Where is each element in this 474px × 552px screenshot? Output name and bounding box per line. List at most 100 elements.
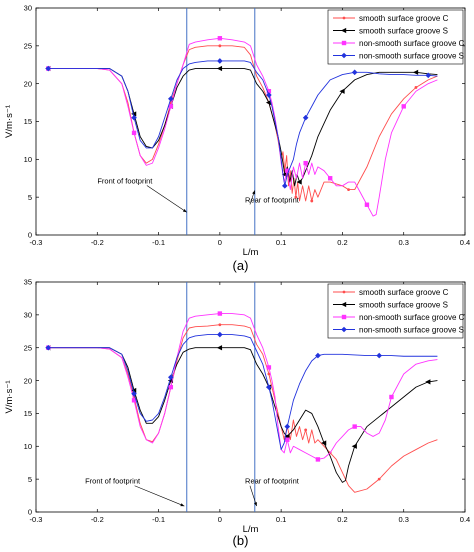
legend-marker	[342, 16, 346, 20]
x-axis-label: L/m	[243, 247, 259, 258]
data-point	[131, 398, 137, 403]
data-point	[321, 440, 327, 446]
data-point	[414, 86, 418, 89]
arrow-head	[253, 502, 257, 507]
series-line	[48, 313, 438, 460]
data-point	[327, 176, 333, 181]
x-tick-label: 0.2	[337, 238, 347, 247]
series-line	[48, 68, 438, 187]
series-line	[48, 324, 438, 493]
legend-marker	[341, 314, 347, 320]
x-tick-label: 0.2	[337, 515, 347, 524]
data-point	[168, 374, 174, 381]
x-tick-label: -0.3	[30, 515, 43, 524]
data-point	[45, 65, 52, 72]
data-point	[266, 89, 272, 94]
y-tick-label: 15	[24, 409, 32, 418]
x-tick-label: 0.3	[398, 515, 408, 524]
panel-caption: (b)	[233, 533, 249, 548]
x-tick-label: 0.3	[398, 238, 408, 247]
data-point	[45, 344, 52, 351]
legend-entry: smooth surface groove C	[359, 288, 449, 297]
data-point	[377, 477, 381, 481]
x-tick-label: 0.4	[460, 515, 470, 524]
legend-marker	[341, 40, 347, 46]
data-point	[266, 365, 272, 370]
legend-entry: non-smooth surface groove S	[359, 325, 464, 334]
data-point	[168, 104, 174, 109]
chart-panel-2: -0.3 -0.2 -0.1 0 0.1 0.2 0.3 0.4 0 5 10 15 20 25 30 35 L…	[4, 278, 470, 548]
chart-panel-1: -0.3 -0.2 -0.1 0 0.1 0.2 0.3 0.4 0 5 10 15 20 25 30 L/m…	[4, 4, 470, 273]
series-line	[48, 334, 438, 451]
y-tick-label: 20	[24, 376, 32, 385]
data-point	[131, 130, 137, 136]
data-point	[302, 114, 309, 121]
data-point	[285, 168, 290, 173]
data-point	[303, 160, 308, 166]
legend-entry: smooth surface groove S	[359, 300, 448, 309]
y-tick-label: 0	[28, 231, 32, 240]
legend-marker	[341, 52, 347, 59]
front-footprint-annotation: Front of footprint	[97, 177, 153, 186]
panel-caption: (a)	[233, 258, 249, 273]
legend-entry: non-smooth surface groove C	[359, 313, 465, 322]
data-point	[267, 372, 271, 376]
legend-marker	[341, 326, 347, 333]
y-tick-label: 5	[28, 193, 32, 202]
x-tick-label: -0.1	[152, 515, 165, 524]
data-point	[339, 88, 345, 94]
data-point	[347, 188, 350, 192]
series-4	[45, 331, 438, 451]
data-point	[284, 423, 291, 430]
legend-box	[327, 9, 464, 65]
data-point	[389, 394, 394, 400]
data-point	[217, 36, 223, 41]
data-point	[168, 384, 174, 390]
y-tick-label: 25	[24, 343, 32, 352]
legend-entry: non-smooth surface groove S	[359, 51, 464, 60]
rear-footprint-annotation: Rear of footprint	[245, 195, 300, 204]
x-tick-label: -0.2	[91, 238, 104, 247]
series-3	[46, 311, 438, 462]
legend-entry: smooth surface groove S	[359, 26, 448, 35]
data-point	[310, 199, 314, 203]
legend-entry: smooth surface groove C	[359, 14, 449, 23]
legend-marker	[341, 301, 347, 308]
y-tick-label: 30	[24, 4, 32, 13]
data-point	[218, 44, 222, 48]
series-line	[48, 60, 438, 187]
y-axis-label: V/m·s⁻¹	[4, 105, 15, 138]
x-tick-label: 0.4	[460, 238, 470, 247]
x-tick-label: -0.3	[30, 238, 43, 247]
data-point	[168, 96, 174, 102]
data-point	[296, 179, 302, 185]
data-point	[304, 428, 308, 432]
y-tick-label: 35	[24, 278, 32, 287]
data-point	[216, 345, 223, 351]
data-point	[351, 69, 358, 76]
x-axis-label: L/m	[243, 524, 259, 535]
data-point	[265, 99, 272, 106]
data-point	[282, 183, 288, 189]
y-tick-label: 10	[24, 442, 32, 451]
y-tick-label: 0	[28, 508, 32, 517]
arrow-head	[182, 208, 187, 213]
data-point	[412, 69, 419, 75]
y-tick-label: 15	[24, 117, 32, 126]
data-point	[294, 195, 298, 199]
legend: smooth surface groove C smooth surface gr…	[327, 9, 465, 65]
data-point	[425, 379, 431, 385]
data-point	[217, 311, 223, 316]
data-point	[216, 65, 223, 72]
data-point	[351, 443, 357, 449]
data-point	[315, 457, 321, 462]
x-tick-label: 0	[218, 515, 222, 524]
y-tick-label: 30	[24, 311, 32, 320]
data-point	[131, 387, 137, 394]
y-tick-label: 25	[24, 42, 32, 51]
x-tick-label: 0	[218, 238, 222, 247]
data-point	[131, 114, 137, 121]
data-point	[131, 111, 137, 117]
data-point	[352, 424, 357, 429]
